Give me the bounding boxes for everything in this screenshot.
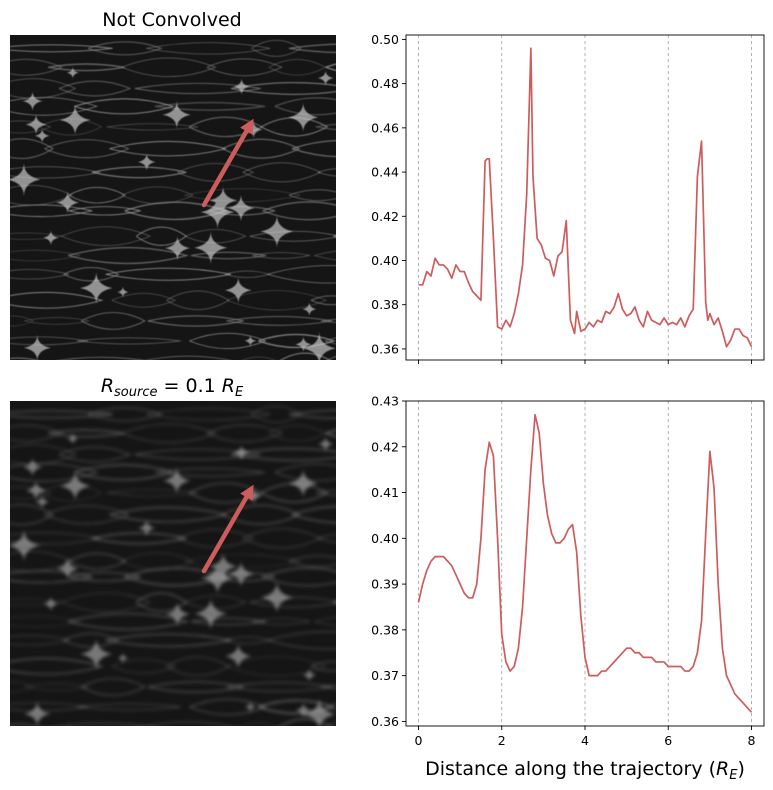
map-background bbox=[10, 35, 336, 360]
y-tick-label: 0.43 bbox=[371, 394, 399, 409]
map-background bbox=[10, 401, 336, 726]
y-tick-label: 0.36 bbox=[371, 714, 399, 729]
x-tick-label: 2 bbox=[498, 733, 506, 748]
y-tick-label: 0.44 bbox=[371, 165, 399, 180]
x-tick-label: 4 bbox=[581, 733, 589, 748]
y-tick-label: 0.48 bbox=[371, 76, 399, 91]
light-curve-not-convolved: 0.36 0.38 0.40 0.42 0.44 0.46 0.48 0.50 bbox=[371, 32, 765, 364]
x-axis-label: Distance along the trajectory (RE) bbox=[425, 758, 745, 783]
x-tick-label: 6 bbox=[664, 733, 672, 748]
y-tick-label: 0.41 bbox=[371, 485, 399, 500]
data-line bbox=[418, 47, 753, 348]
y-tick-label: 0.37 bbox=[371, 668, 399, 683]
y-tick-label: 0.39 bbox=[371, 577, 399, 592]
trajectory-arrow bbox=[201, 118, 254, 208]
magnification-map-not-convolved bbox=[10, 35, 336, 360]
y-tick-label: 0.46 bbox=[371, 120, 399, 135]
magnification-map-convolved bbox=[10, 401, 336, 726]
y-tick-label: 0.50 bbox=[371, 32, 399, 47]
data-line bbox=[417, 413, 753, 713]
y-tick-label: 0.38 bbox=[371, 297, 399, 312]
x-tick-label: 0 bbox=[415, 733, 423, 748]
trajectory-arrow bbox=[201, 484, 254, 574]
y-tick-label: 0.40 bbox=[371, 253, 399, 268]
top-map-title: Not Convolved bbox=[102, 9, 241, 31]
y-tick-label: 0.38 bbox=[371, 622, 399, 637]
y-tick-label: 0.42 bbox=[371, 439, 399, 454]
y-tick-label: 0.42 bbox=[371, 209, 399, 224]
bottom-map-title: Rsource = 0.1 RE bbox=[101, 375, 244, 400]
y-tick-label: 0.36 bbox=[371, 341, 399, 356]
y-tick-label: 0.40 bbox=[371, 531, 399, 546]
x-tick-label: 8 bbox=[748, 733, 756, 748]
light-curve-convolved: 0.36 0.37 0.38 0.39 0.40 0.41 0.42 0.43 0 2 4 6 8 bbox=[371, 394, 765, 748]
